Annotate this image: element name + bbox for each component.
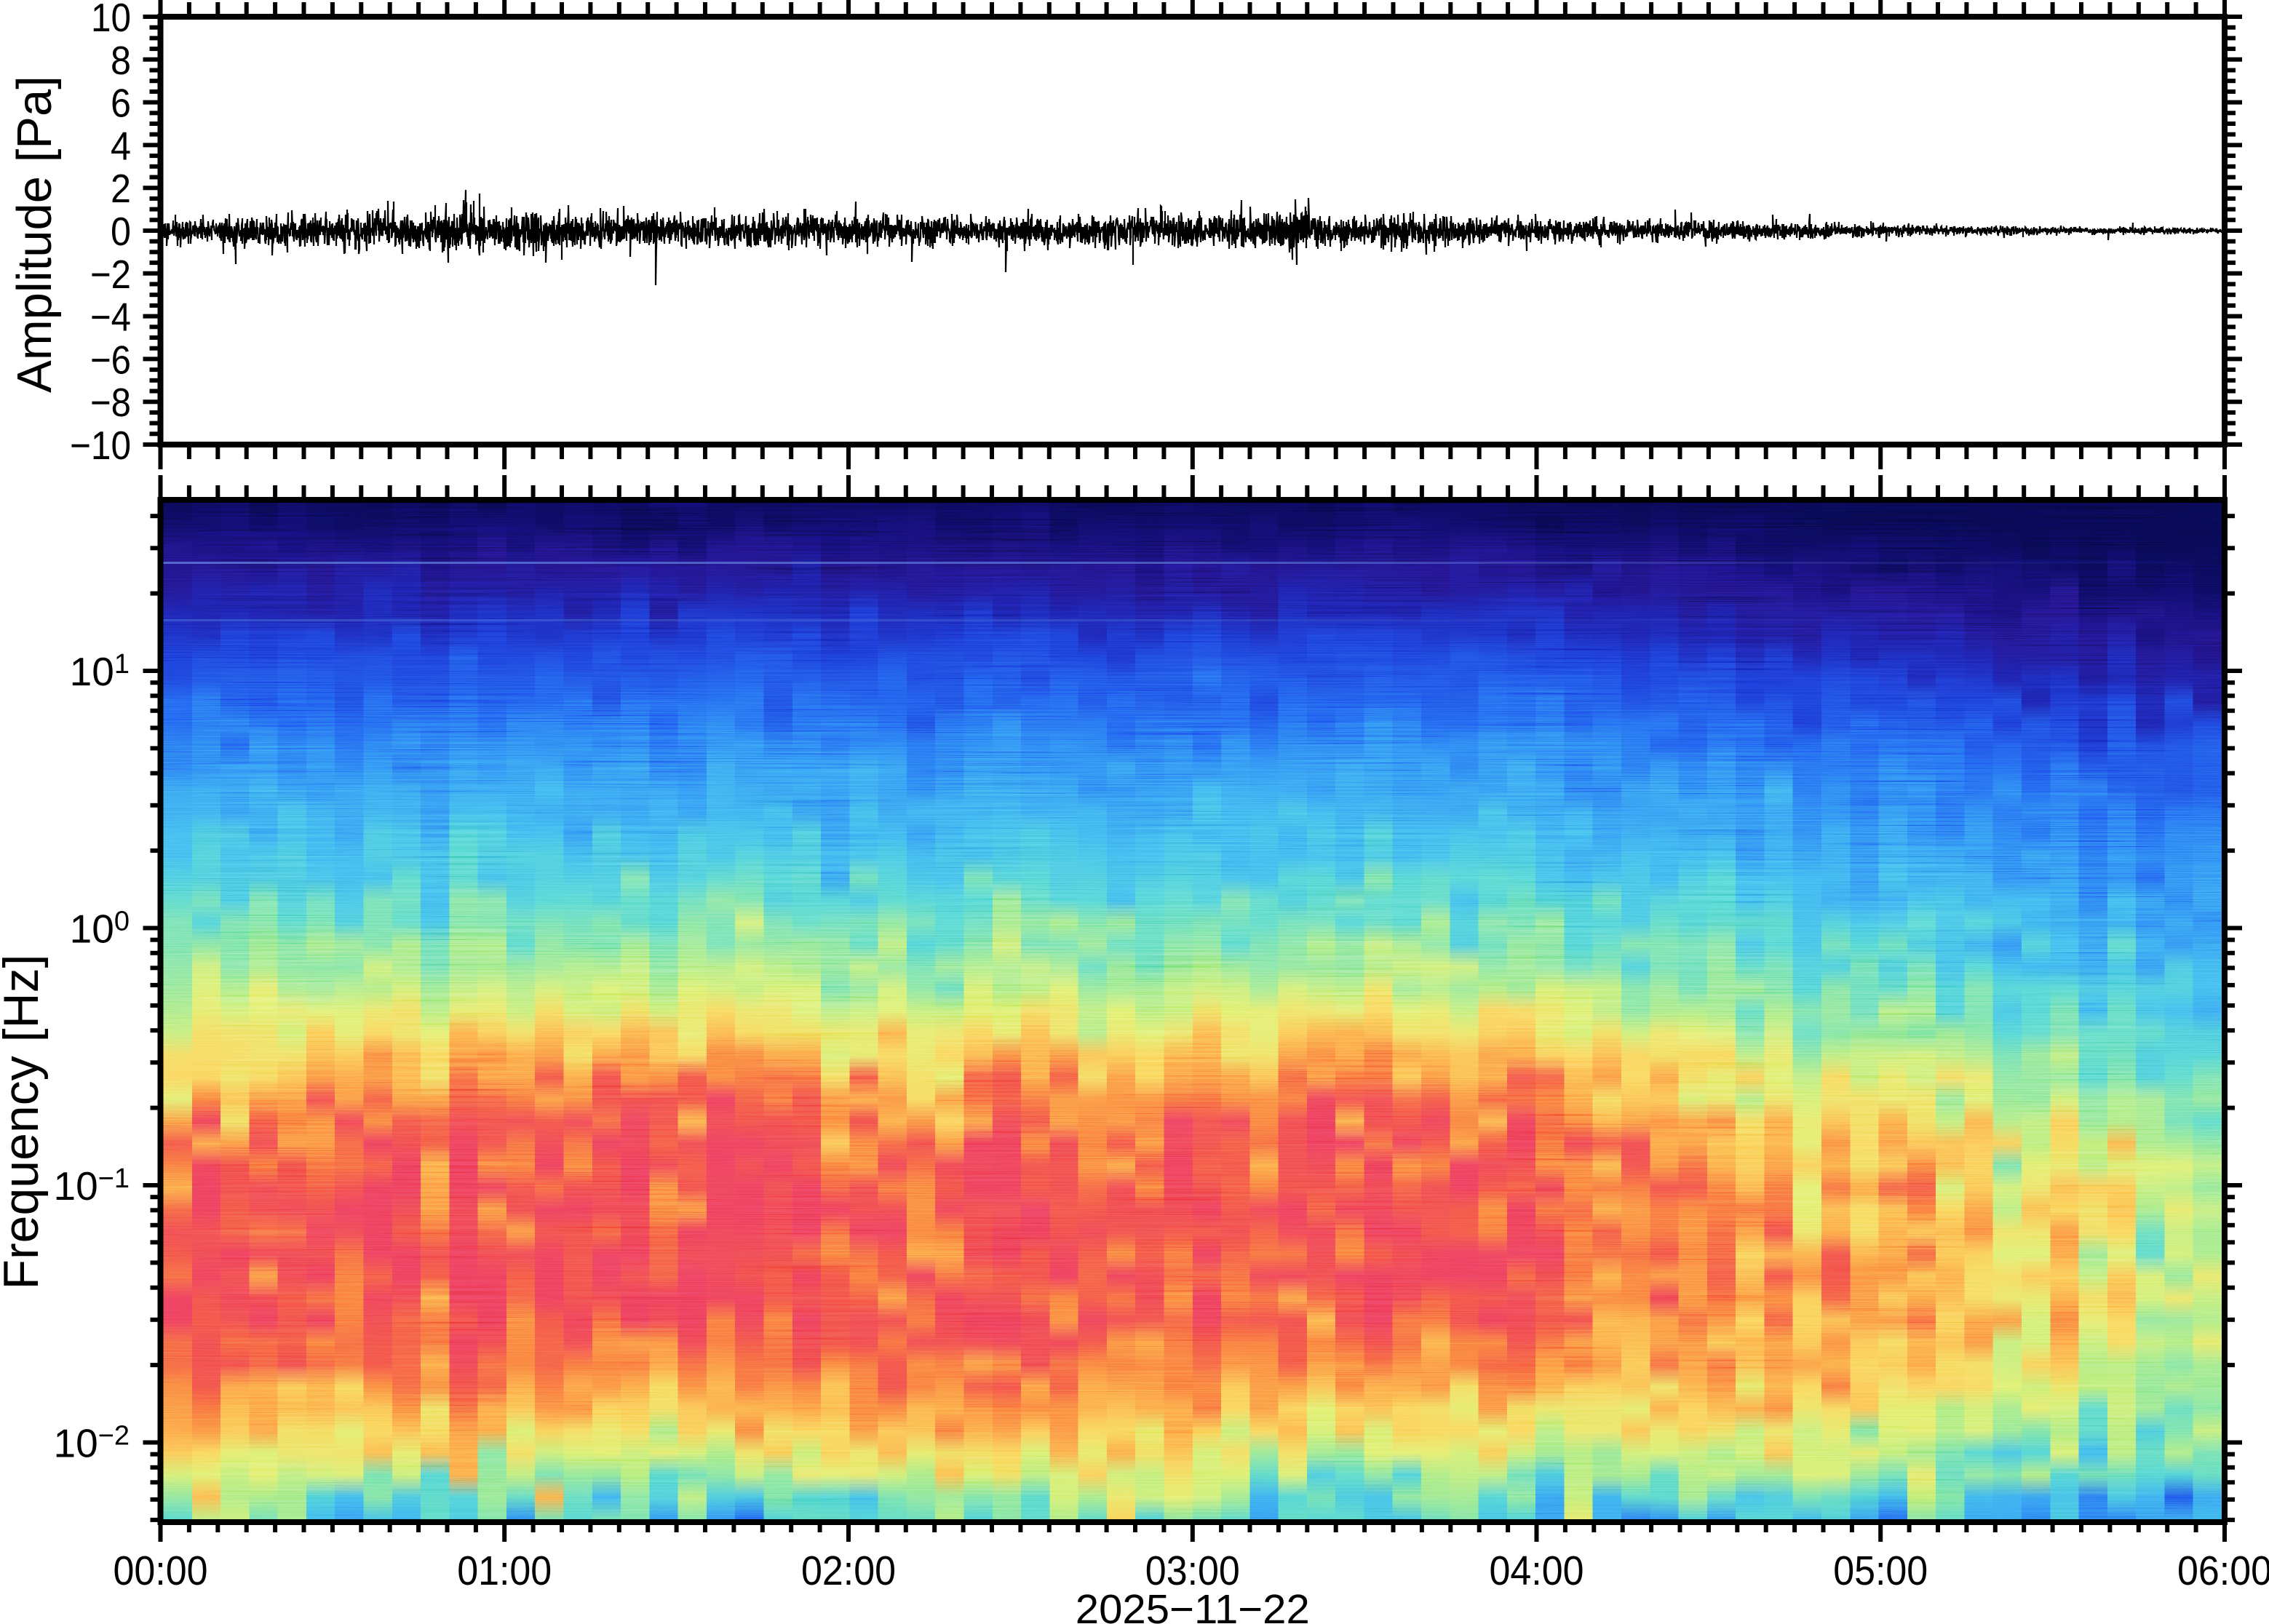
svg-text:03:00: 03:00 [1145, 1548, 1240, 1594]
svg-text:6: 6 [111, 81, 131, 126]
svg-text:8: 8 [111, 38, 131, 83]
svg-text:00:00: 00:00 [114, 1548, 208, 1594]
svg-text:02:00: 02:00 [801, 1548, 896, 1594]
svg-text:−6: −6 [90, 337, 131, 382]
svg-text:−10: −10 [70, 423, 131, 468]
svg-text:2: 2 [111, 166, 131, 211]
svg-text:10: 10 [91, 0, 131, 40]
svg-text:05:00: 05:00 [1833, 1548, 1928, 1594]
svg-text:−8: −8 [90, 380, 131, 425]
svg-text:4: 4 [111, 123, 131, 168]
svg-text:2025−11−22: 2025−11−22 [1076, 1586, 1310, 1624]
svg-text:−4: −4 [90, 295, 131, 340]
svg-text:100: 100 [70, 907, 130, 952]
svg-text:0: 0 [111, 209, 131, 254]
svg-text:06:00: 06:00 [2177, 1548, 2269, 1594]
svg-text:Amplitude [Pa]: Amplitude [Pa] [7, 76, 62, 393]
svg-text:−2: −2 [90, 252, 131, 297]
svg-text:Frequency [Hz]: Frequency [Hz] [0, 954, 49, 1289]
svg-text:01:00: 01:00 [457, 1548, 552, 1594]
svg-text:04:00: 04:00 [1490, 1548, 1584, 1594]
